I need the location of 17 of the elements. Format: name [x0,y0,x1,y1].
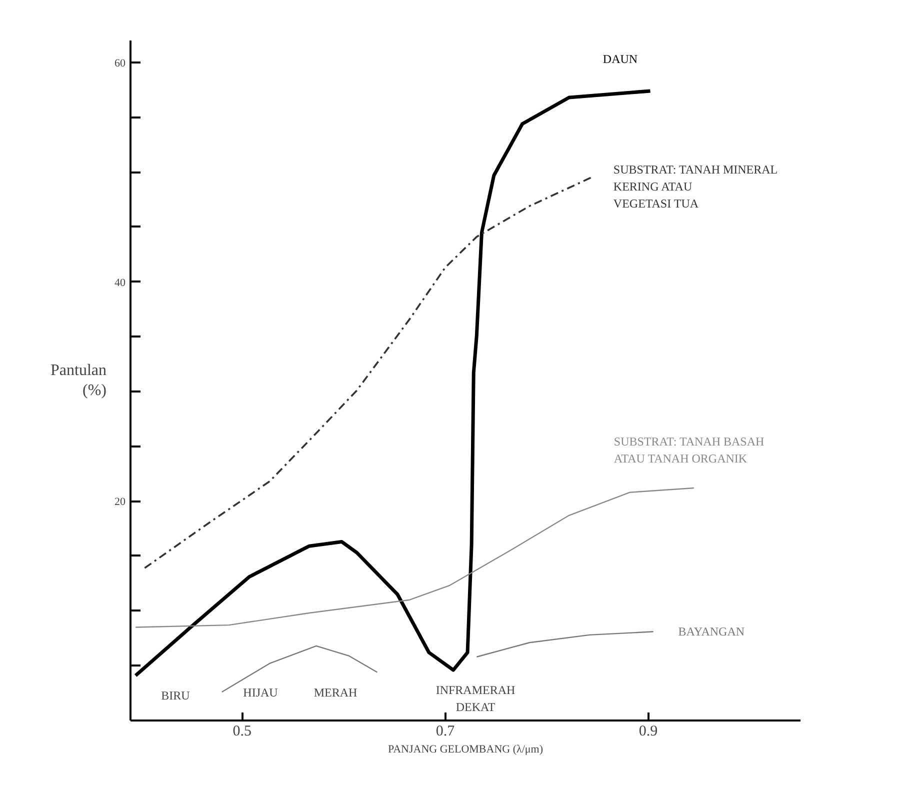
y-tick-label: 60 [114,57,126,70]
x-tick-label: 0.9 [638,724,658,740]
y-axis-title: Pantulan (%) [50,362,107,400]
text: BAYANGAN [678,624,745,639]
line-series [134,487,695,628]
text: SUBSTRAT: TANAH BASAH ATAU TANAH ORGANIK [614,434,764,466]
y-tick-label: 20 [114,496,126,508]
series-label: SUBSTRAT: TANAH MINERAL KERING ATAU VEGETASI TUA [613,162,778,210]
x-axis-title: PANJANG GELOMBANG (λ/μm) [388,744,544,756]
annotation: HIJAU [243,686,278,700]
x-tick-label: 0.7 [436,724,456,740]
annotation: INFRAMERAH DEKAT [436,683,516,714]
annotation: BIRU [161,688,190,702]
y-tick-label: 40 [114,276,126,289]
text: DAUN [602,52,638,66]
annotation: MERAH [314,686,358,700]
x-tick-label: 0.5 [232,724,252,740]
